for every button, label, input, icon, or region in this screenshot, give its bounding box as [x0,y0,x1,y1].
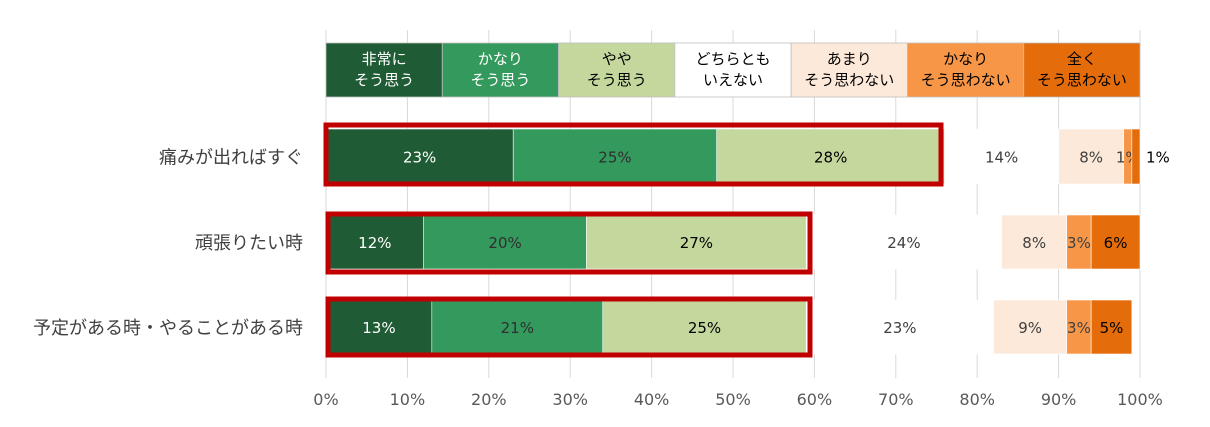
data-label: 12% [358,234,391,252]
category-label: 予定がある時・やることがある時 [33,318,303,339]
x-tick-label: 90% [1041,390,1077,409]
legend-swatch [325,42,443,98]
legend-swatch [1023,42,1141,98]
bar-segment [1090,299,1133,355]
legend-entry: 非常にそう思う [354,50,414,89]
legend-swatch [674,42,792,98]
bar-segment [423,214,587,270]
x-tick-label: 30% [552,390,588,409]
bar-segment [431,299,604,355]
legend-swatch [790,42,908,98]
data-label: 8% [1022,234,1046,252]
bar-segment [1131,128,1141,185]
bar-segment [805,214,1002,270]
bar-segment [1066,214,1092,270]
legend: 非常にそう思う かなりそう思う ややそう思う どちらともいえないあまりそう思わないかな… [325,42,1141,98]
x-tick-label: 10% [390,390,426,409]
data-label: 6% [1104,234,1128,252]
x-tick-label: 0% [313,390,338,409]
legend-swatch [907,42,1025,98]
legend-entry: ややそう思う [587,50,647,89]
category-label: 頑張りたい時 [195,233,303,254]
bar-segment [1090,214,1141,270]
legend-entry: あまりそう思わない [804,50,894,89]
legend-swatch [441,42,559,98]
legend-entry: どちらともいえない [695,50,770,89]
legend-swatch [558,42,676,98]
data-label: 3% [1067,319,1091,337]
bars: 23% 25% 28% 14% 8% 1% 1%12% 20% 27% 24% 8% 3% 6%13% 2… [323,122,1170,358]
x-tick-label: 40% [634,390,670,409]
data-label: 20% [488,234,521,252]
legend-entry: かなりそう思わない [921,50,1011,89]
data-label: 3% [1067,234,1091,252]
data-label: 24% [887,234,920,252]
data-label: 14% [985,149,1018,167]
data-label: 1% [1146,149,1170,167]
data-label: 13% [362,319,395,337]
bar-segment [716,128,945,185]
data-label: 25% [688,319,721,337]
x-tick-label: 60% [797,390,833,409]
data-label: 23% [883,319,916,337]
x-tick-label: 50% [715,390,751,409]
bar-segment [805,299,994,355]
data-label: 23% [403,149,436,167]
highlight-frame [323,122,944,187]
x-tick-label: 70% [878,390,914,409]
highlight-frame [325,211,813,275]
bar-segment [325,299,433,355]
x-tick-label: 20% [471,390,507,409]
legend-entry: かなりそう思う [470,50,530,89]
data-label: 21% [501,319,534,337]
category-label: 痛みが出ればすぐ [159,148,303,169]
data-label: 5% [1100,319,1124,337]
highlight-frame [325,296,813,358]
x-tick-label: 80% [959,390,995,409]
data-label: 9% [1018,319,1042,337]
bar-segment [602,299,807,355]
data-label: 28% [814,149,847,167]
data-label: 25% [598,149,631,167]
x-axis-ticks: 0% 10% 20% 30% 40% 50% 60% 70% 80% 90% 100% [313,390,1163,409]
x-tick-label: 100% [1117,390,1163,409]
data-label: 27% [680,234,713,252]
bar-segment [1058,128,1125,185]
legend-entry: 全くそう思わない [1037,50,1127,89]
data-label: 8% [1079,149,1103,167]
bar-segment [512,128,718,185]
bar-segment [944,128,1059,185]
